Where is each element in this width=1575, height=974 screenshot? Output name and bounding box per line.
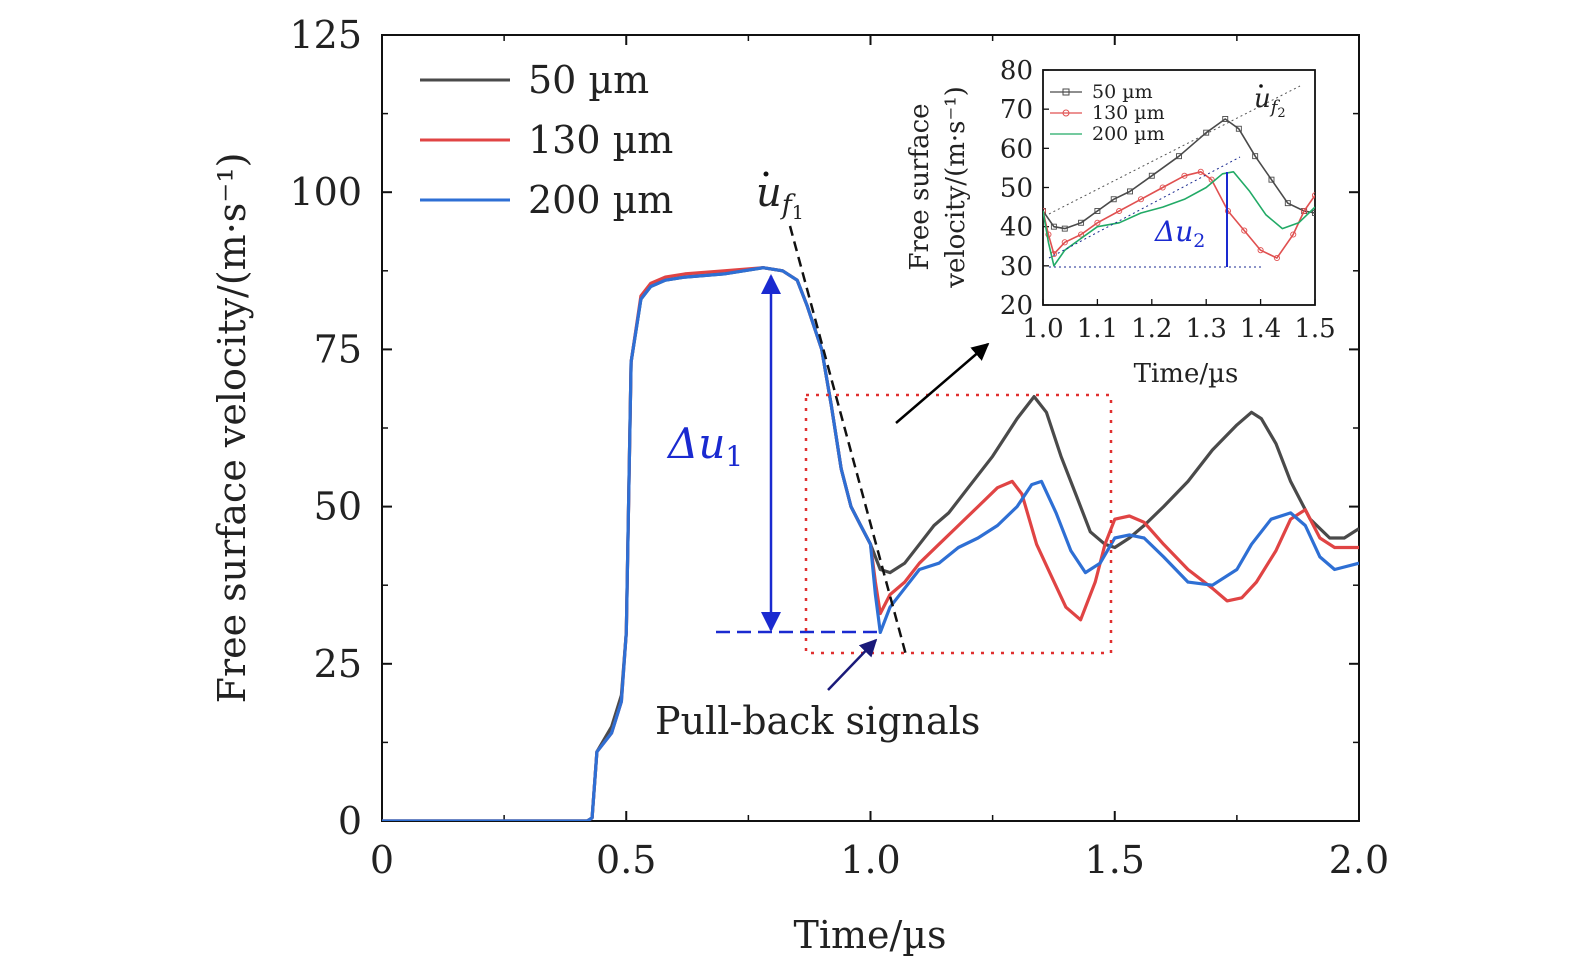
inset-marker-50um <box>1252 153 1259 160</box>
inset-y-tick-label: 40 <box>1000 213 1033 243</box>
u-f1-tangent <box>788 225 908 656</box>
inset-marker-50um <box>1110 196 1117 203</box>
y-tick-label: 100 <box>289 170 362 214</box>
x-tick-label: 2.0 <box>1329 838 1389 882</box>
inset-marker-130um <box>1061 239 1068 246</box>
inset-marker-130um <box>1159 184 1166 191</box>
inset-y-tick-label: 20 <box>1000 291 1033 321</box>
inset-marker-130um <box>1257 247 1264 254</box>
u-f2-dot <box>1259 84 1263 88</box>
inset-legend-label-50um: 50 µm <box>1092 81 1153 103</box>
inset-x-tick-label: 1.4 <box>1240 314 1281 344</box>
inset-series <box>1043 116 1315 267</box>
legend-label-50um: 50 µm <box>528 58 649 102</box>
inset-marker-130um <box>1301 207 1308 215</box>
pullback-arrow <box>827 638 878 691</box>
inset-series-line-200um <box>1043 171 1315 267</box>
main-series <box>382 266 1359 821</box>
x-tick-label: 1.5 <box>1085 838 1145 882</box>
pullback-label: Pull-back signals <box>655 699 980 743</box>
inset-marker-130um <box>1078 231 1085 238</box>
inset-x-tick-label: 1.3 <box>1186 314 1227 344</box>
inset-marker-130um <box>1241 227 1248 234</box>
zoom-region-box <box>804 393 1113 655</box>
inset-y-tick-label: 70 <box>1000 95 1033 125</box>
y-tick-label: 0 <box>338 799 362 843</box>
inset-marker-50um <box>1148 172 1155 179</box>
inset-legend-marker-50um <box>1062 88 1070 96</box>
inset-ticks: 1.0 1.1 1.2 1.3 1.4 1.5 20 30 40 50 60 70 80 <box>1000 56 1336 344</box>
inset-slope-guide-b <box>1048 85 1301 215</box>
inset-marker-130um <box>1290 231 1297 238</box>
y-tick-label: 75 <box>314 327 362 371</box>
series-line-200um <box>382 266 1359 821</box>
inset-pointer-arrow <box>895 342 990 424</box>
inset-x-axis-title: Time/µs <box>1134 359 1239 389</box>
inset-marker-50um <box>1094 208 1101 214</box>
inset-y-tick-label: 50 <box>1000 174 1033 204</box>
x-tick-label: 1.0 <box>840 838 900 882</box>
delta-u1-label: Δu1 <box>666 419 743 473</box>
legend-label-200um: 200 µm <box>528 178 673 222</box>
delta-u2-label: Δu2 <box>1154 215 1205 252</box>
inset-legend-label-200um: 200 µm <box>1092 123 1165 145</box>
inset-marker-130um <box>1045 231 1052 238</box>
inset-legend-label-130um: 130 µm <box>1092 102 1165 124</box>
inset-legend-marker-130um <box>1062 109 1070 117</box>
u-f1-dot <box>763 171 769 177</box>
inset-x-tick-label: 1.1 <box>1077 314 1118 344</box>
u-f1-label: uf1 <box>756 170 804 224</box>
inset-frame <box>1042 69 1316 306</box>
inset-marker-50um <box>1235 125 1242 132</box>
y-tick-label: 50 <box>314 485 362 529</box>
x-axis-title: Time/µs <box>793 913 946 957</box>
inset-marker-50um <box>1176 153 1182 160</box>
x-tick-label: 0.5 <box>596 838 656 882</box>
inset-marker-50um <box>1222 116 1229 122</box>
inset-y-axis-title-line1: Free surface <box>905 103 935 270</box>
inset-x-tick-label: 1.2 <box>1131 314 1172 344</box>
inset-marker-50um <box>1268 176 1275 183</box>
inset-y-tick-label: 60 <box>1000 134 1033 164</box>
inset-legend: 50 µm 130 µm 200 µm <box>1050 81 1165 145</box>
main-ticks: 0 0.5 1.0 1.5 2.0 0 25 50 75 100 125 <box>289 13 1389 882</box>
inset-marker-50um <box>1078 219 1085 226</box>
annotations: Δu1 uf1 Pull-back signals <box>655 170 1113 743</box>
legend: 50 µm 130 µm 200 µm <box>420 58 673 222</box>
inset-marker-50um <box>1203 129 1210 136</box>
inset-marker-50um <box>1050 223 1057 230</box>
inset-y-tick-label: 80 <box>1000 56 1033 86</box>
inset-series-line-50um <box>1043 118 1315 230</box>
inset-marker-130um <box>1137 196 1144 203</box>
inset-series-line-130um <box>1043 171 1315 259</box>
inset-x-tick-label: 1.0 <box>1022 314 1063 344</box>
inset-slope-guide-a <box>1048 156 1241 259</box>
series-line-130um <box>382 266 1359 821</box>
inset-marker-50um <box>1312 210 1315 216</box>
inset-marker-130um <box>1094 219 1101 226</box>
y-axis-title: Free surface velocity/(m·s⁻¹) <box>210 153 254 704</box>
inset-marker-130um <box>1273 254 1280 262</box>
inset-marker-130um <box>1197 168 1204 175</box>
y-tick-label: 125 <box>289 13 362 57</box>
x-tick-label: 0 <box>370 838 394 882</box>
inset-marker-130um <box>1116 207 1123 215</box>
legend-label-130um: 130 µm <box>528 118 673 162</box>
inset-x-tick-label: 1.5 <box>1294 314 1335 344</box>
y-tick-label: 25 <box>314 642 362 686</box>
inset-marker-50um <box>1127 188 1133 195</box>
inset-marker-50um <box>1284 200 1291 207</box>
inset-marker-130um <box>1181 172 1188 179</box>
inset-marker-50um <box>1061 225 1068 232</box>
inset-marker-130um <box>1311 192 1315 199</box>
inset-y-tick-label: 30 <box>1000 252 1033 282</box>
inset-y-axis-title-line2: velocity/(m·s⁻¹) <box>941 86 971 289</box>
